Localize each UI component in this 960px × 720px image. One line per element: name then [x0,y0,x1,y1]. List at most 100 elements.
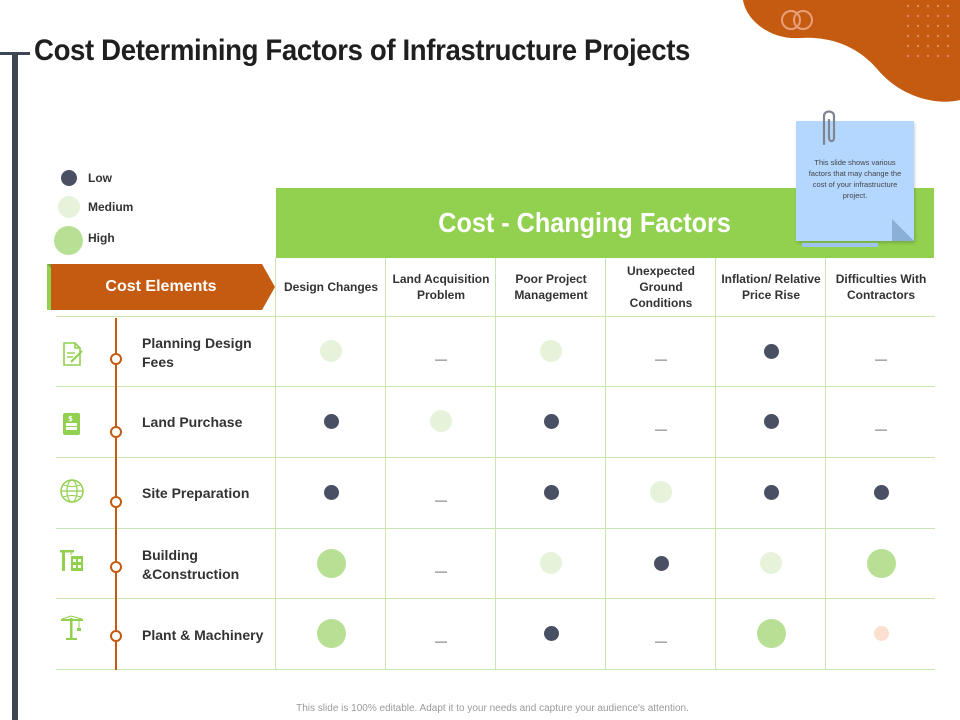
cost-elements-banner [47,264,275,310]
left-rule-tick [0,52,30,55]
money-card-icon: $ [63,413,80,435]
matrix-cell [386,386,496,456]
impact-dot-low [763,484,779,500]
sticky-note-fold [892,219,914,241]
matrix-cell [496,528,606,598]
paperclip-icon [822,110,836,146]
matrix-cell: — [606,386,716,456]
sticky-note-shadow [802,243,878,247]
impact-dot-high [866,548,896,578]
matrix-cell [716,528,826,598]
tower-crane-icon [61,615,83,640]
matrix-cell [496,457,606,527]
matrix-cell [606,457,716,527]
grid-line [825,258,826,670]
matrix-cell [826,528,936,598]
no-impact-dash: — [875,422,887,436]
header-title: Cost - Changing Factors [438,207,732,238]
timeline-node [110,561,122,573]
matrix-cell [606,528,716,598]
impact-dot-high [316,618,346,648]
matrix-cell [716,386,826,456]
timeline-node [110,630,122,642]
row-label-planning-design-fees: Planning Design Fees [142,335,252,370]
impact-dot-low [873,484,889,500]
grid-line [275,258,276,670]
impact-dot-low [543,413,559,429]
no-impact-dash: — [655,634,667,648]
matrix-cell [276,316,386,386]
matrix-cell [716,598,826,668]
matrix-cell: — [386,457,496,527]
svg-text:$: $ [68,415,73,423]
column-header-land-acquisition: Land Acquisition Problem [392,272,490,302]
matrix-cell [276,528,386,598]
legend-label-low: Low [88,171,112,185]
matrix-cell [276,386,386,456]
legend-label-high: High [88,231,115,245]
no-impact-dash: — [435,634,447,648]
globe-icon [60,479,84,503]
matrix-cell [496,598,606,668]
impact-dot-medium [320,340,342,362]
matrix-cell: — [386,598,496,668]
page-title: Cost Determining Factors of Infrastructu… [34,34,691,67]
matrix-cell [716,457,826,527]
row-label-site-preparation: Site Preparation [142,485,250,501]
matrix-cell: — [386,316,496,386]
timeline-node [110,496,122,508]
matrix-cell [716,316,826,386]
impact-dot-medium [540,340,562,362]
column-header-unexpected-ground: Unexpected Ground Conditions [626,264,696,310]
no-impact-dash: — [435,564,447,578]
matrix-cell [826,457,936,527]
sticky-note: This slide shows various factors that ma… [796,121,914,241]
building-crane-icon [60,550,83,571]
column-header-contractors: Difficulties With Contractors [835,272,927,302]
column-header-inflation: Inflation/ Relative Price Rise [721,272,821,302]
impact-dot-low [543,484,559,500]
grid-line [605,258,606,670]
no-impact-dash: — [655,352,667,366]
impact-dot-low [653,555,669,571]
grid-line [715,258,716,670]
matrix-cell: — [826,386,936,456]
matrix-cell [826,598,936,668]
legend-dot-low [61,170,77,186]
impact-dot-peach [873,625,889,641]
impact-dot-low [323,484,339,500]
matrix-cell [496,386,606,456]
matrix-cell: — [606,598,716,668]
matrix-cell [276,598,386,668]
impact-dot-high [756,618,786,648]
legend-dot-high [54,226,83,255]
matrix-cell: — [826,316,936,386]
cost-elements-label: Cost Elements [105,278,217,295]
timeline-node [110,426,122,438]
left-rule [12,52,18,720]
impact-dot-medium [430,410,452,432]
legend-dot-medium [58,196,80,218]
grid-line [495,258,496,670]
no-impact-dash: — [655,422,667,436]
document-edit-icon [63,342,83,366]
sticky-note-text: This slide shows various factors that ma… [808,158,902,200]
column-header-design-changes: Design Changes [283,280,379,294]
impact-dot-medium [650,481,672,503]
row-label-building-construction: Building &Construction [142,547,240,582]
matrix-cell: — [606,316,716,386]
grid-line [385,258,386,670]
matrix-cell [496,316,606,386]
legend-label-medium: Medium [88,200,134,214]
impact-dot-medium [760,552,782,574]
column-header-poor-project-management: Poor Project Management [514,272,588,302]
no-impact-dash: — [435,352,447,366]
footer-note: This slide is 100% editable. Adapt it to… [296,703,689,714]
timeline-node [110,353,122,365]
no-impact-dash: — [875,352,887,366]
timeline-line [115,318,117,670]
row-label-plant-machinery: Plant & Machinery [142,627,264,643]
impact-dot-medium [540,552,562,574]
matrix-cell [276,457,386,527]
